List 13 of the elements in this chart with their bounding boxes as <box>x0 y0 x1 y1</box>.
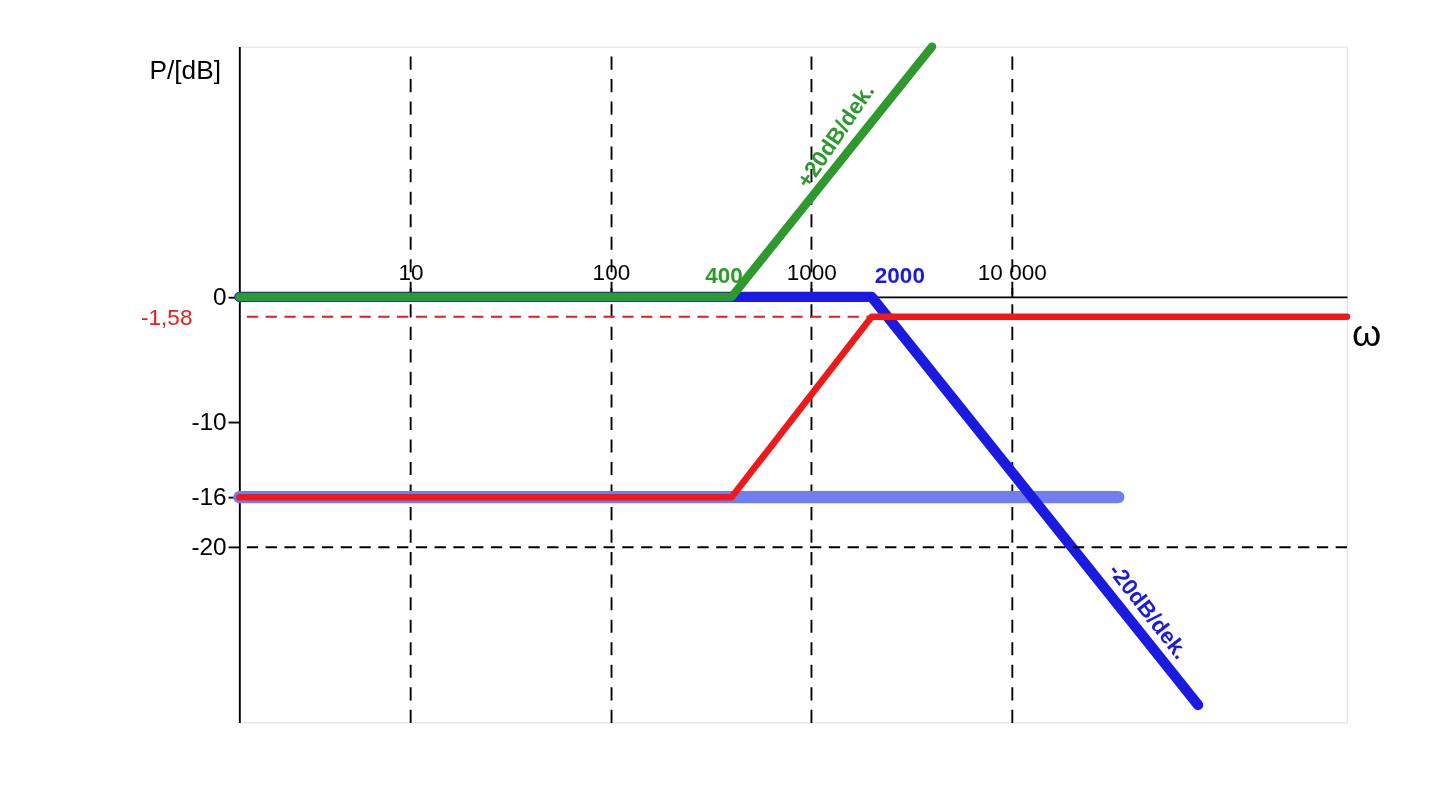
y-tick-label: -20 <box>191 533 227 561</box>
y-tick-label: -10 <box>191 408 227 436</box>
y-tick-label: 0 <box>213 282 227 310</box>
x-tick-label: 10 000 <box>977 259 1047 285</box>
x-tick-label: 1000 <box>786 259 837 285</box>
annotation: 2000 <box>874 262 925 288</box>
y-tick-label: -16 <box>191 483 227 511</box>
annotation: 400 <box>705 262 743 288</box>
x-tick-label: 10 <box>398 259 424 285</box>
x-tick-label: 100 <box>592 259 631 285</box>
x-axis-title: ω <box>1352 312 1382 355</box>
ref-line-label: -1,58 <box>141 305 193 331</box>
y-axis-title: P/[dB] <box>149 55 222 86</box>
